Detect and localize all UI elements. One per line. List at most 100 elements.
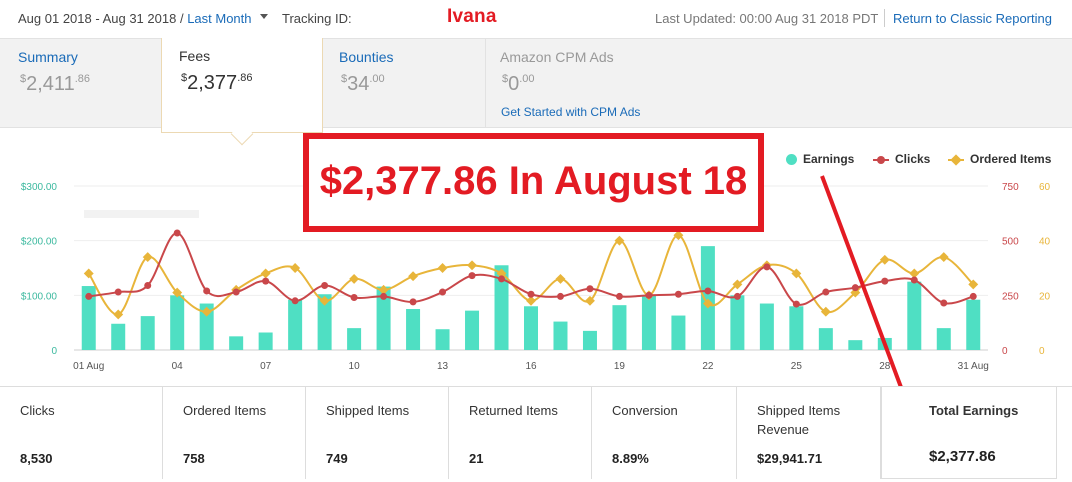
hover-highlight <box>84 210 199 218</box>
clicks-point <box>350 294 358 302</box>
cpm-get-started-link[interactable]: Get Started with CPM Ads <box>501 105 641 119</box>
stat-label: Conversion <box>612 403 678 418</box>
annotation-text: $2,377.86 In August 18 <box>319 159 748 203</box>
earnings-bar <box>966 299 981 350</box>
earnings-bar <box>789 306 804 350</box>
clicks-point <box>203 287 211 295</box>
stat-conversion: Conversion 8.89% <box>592 387 737 479</box>
x-axis-tick: 07 <box>260 361 272 372</box>
ordered-items-point <box>172 287 183 298</box>
clicks-point <box>556 292 564 300</box>
clicks-axis-tick: 500 <box>1002 237 1019 248</box>
earnings-bar <box>435 329 450 350</box>
clicks-point <box>321 281 329 289</box>
ordered-items-legend-icon <box>948 154 964 166</box>
earnings-bar <box>406 309 421 350</box>
legend-clicks[interactable]: Clicks <box>873 152 930 166</box>
earnings-bar <box>494 265 509 350</box>
tab-bounties-value: $34.00 <box>341 73 385 95</box>
earnings-bar <box>317 294 332 350</box>
earnings-bar <box>936 328 951 350</box>
ordered-items-point <box>673 230 684 241</box>
ordered-items-point <box>585 295 595 306</box>
earnings-bar <box>671 315 686 350</box>
tab-fees[interactable]: Fees $2,377.86 <box>161 38 323 146</box>
clicks-axis-tick: 0 <box>1002 346 1008 357</box>
tab-bounties[interactable]: Bounties $34.00 <box>323 39 485 128</box>
clicks-axis-tick: 750 <box>1002 182 1019 193</box>
tab-fees-label: Fees <box>179 48 211 64</box>
date-range-separator: / <box>179 11 184 26</box>
legend-ordered-items[interactable]: Ordered Items <box>948 152 1051 166</box>
clicks-point <box>468 272 476 280</box>
stat-label: Ordered Items <box>183 403 267 418</box>
clicks-point <box>733 292 741 300</box>
clicks-point <box>940 299 948 307</box>
legend-clicks-label: Clicks <box>895 152 931 166</box>
earnings-bar <box>465 310 480 350</box>
tab-summary-label: Summary <box>18 49 78 65</box>
earnings-bar <box>111 323 126 350</box>
ordered-items-point <box>142 252 153 263</box>
ordered-items-point <box>968 279 979 290</box>
ordered-items-point <box>201 306 212 317</box>
clicks-point <box>114 288 122 296</box>
items-axis-tick: 20 <box>1039 291 1051 302</box>
clicks-point <box>498 275 506 283</box>
earnings-bar <box>258 332 273 350</box>
ordered-items-point <box>83 268 94 279</box>
date-range[interactable]: Aug 01 2018 - Aug 31 2018 / Last Month <box>18 11 252 26</box>
tab-cpm-ads[interactable]: Amazon CPM Ads $0.00 Get Started with CP… <box>485 39 685 128</box>
last-updated: Last Updated: 00:00 Aug 31 2018 PDT <box>655 11 879 26</box>
clicks-point <box>232 288 240 296</box>
stat-value: 21 <box>469 451 484 466</box>
stat-value: 8.89% <box>612 451 649 466</box>
ordered-items-point <box>909 268 920 279</box>
x-axis-tick: 28 <box>879 361 891 372</box>
legend-earnings[interactable]: Earnings <box>786 152 854 166</box>
stat-shipped-revenue: Shipped Items Revenue $29,941.71 <box>737 387 881 479</box>
x-axis-tick: 31 Aug <box>958 361 989 372</box>
tracking-id-label: Tracking ID: <box>282 11 352 26</box>
return-classic-link[interactable]: Return to Classic Reporting <box>893 11 1052 26</box>
clicks-point <box>527 290 535 298</box>
annotation-box: $2,377.86 In August 18 <box>303 133 764 232</box>
earnings-bar <box>759 303 774 350</box>
ordered-items-point <box>408 271 419 282</box>
earnings-bar <box>612 305 627 350</box>
earnings-bar <box>229 336 244 350</box>
clicks-point <box>645 291 653 299</box>
stat-value: 749 <box>326 451 348 466</box>
left-axis-tick: $300.00 <box>21 182 58 193</box>
tab-summary[interactable]: Summary $2,411.86 <box>0 39 162 128</box>
clicks-point <box>969 292 977 300</box>
earnings-bar <box>818 328 833 350</box>
stat-label: Clicks <box>20 403 55 418</box>
stat-label: Returned Items <box>469 403 558 418</box>
chart-svg: 0 $100.00 $200.00 $300.00 0 250 500 750 0 20 40 60 0… <box>21 182 1051 372</box>
clicks-legend-icon <box>873 155 889 165</box>
tab-bounties-label: Bounties <box>339 49 394 65</box>
clicks-point <box>763 263 771 271</box>
ordered-items-point <box>349 273 360 284</box>
range-option-link[interactable]: Last Month <box>187 11 252 26</box>
ordered-items-point <box>791 268 802 279</box>
ordered-items-point <box>526 295 536 306</box>
stat-ordered-items: Ordered Items 758 <box>163 387 306 479</box>
earnings-bar <box>140 316 155 350</box>
ordered-items-point <box>113 309 124 320</box>
x-axis-tick: 19 <box>614 361 626 372</box>
earnings-bar <box>524 306 538 350</box>
stat-value: $2,377.86 <box>929 448 996 465</box>
earnings-bar <box>170 295 185 350</box>
legend-earnings-label: Earnings <box>803 152 855 166</box>
chevron-down-icon[interactable] <box>260 14 268 19</box>
clicks-point <box>792 300 800 308</box>
ordered-items-point <box>702 298 713 309</box>
stat-value: 8,530 <box>20 451 53 466</box>
clicks-point <box>144 281 152 289</box>
clicks-axis-tick: 250 <box>1002 291 1019 302</box>
clicks-point <box>380 292 388 300</box>
stat-total-earnings: Total Earnings $2,377.86 <box>881 387 1057 479</box>
clicks-point <box>85 292 93 300</box>
